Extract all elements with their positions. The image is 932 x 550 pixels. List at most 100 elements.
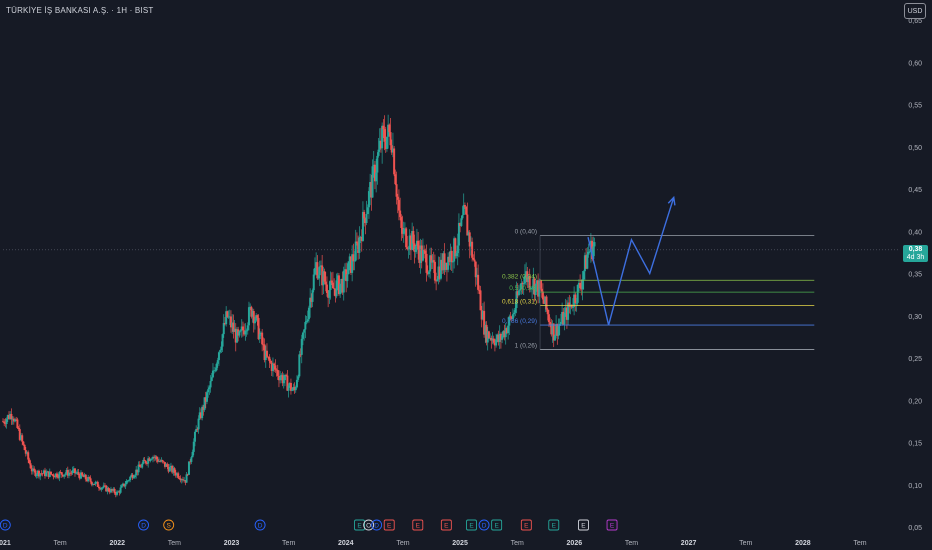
candle-body xyxy=(573,294,576,308)
candle-body xyxy=(137,464,140,473)
candle-body xyxy=(334,288,337,297)
candle-body xyxy=(259,332,262,335)
event-marker[interactable]: O xyxy=(363,519,375,531)
candle-body xyxy=(293,386,296,391)
x-tick-label: 2025 xyxy=(452,540,468,547)
event-marker[interactable]: E xyxy=(578,519,589,531)
candle-body xyxy=(319,265,322,267)
candle-body xyxy=(250,306,253,317)
event-marker-box xyxy=(412,519,424,531)
event-marker[interactable]: E xyxy=(491,519,503,531)
bar-countdown: 4d 3h xyxy=(906,254,925,261)
candle-body xyxy=(473,259,476,262)
currency-button[interactable]: USD xyxy=(904,3,926,19)
candle-body xyxy=(13,419,16,422)
candle-body xyxy=(348,256,351,262)
event-marker[interactable]: S xyxy=(163,519,175,531)
candle-body xyxy=(172,468,175,473)
candle-body xyxy=(346,274,349,282)
candle-body xyxy=(33,468,36,471)
event-marker[interactable]: D xyxy=(254,519,266,531)
event-marker-letter: E xyxy=(581,523,586,530)
candle-body xyxy=(15,419,18,421)
candle-body xyxy=(353,260,356,262)
event-marker[interactable]: D xyxy=(478,519,490,531)
candle-body xyxy=(351,254,354,273)
candle-body xyxy=(186,474,189,476)
candle-body xyxy=(541,291,544,300)
event-marker[interactable]: E xyxy=(354,519,365,531)
event-marker[interactable]: E xyxy=(383,519,395,531)
event-marker-letter: E xyxy=(524,523,529,530)
event-marker[interactable]: E xyxy=(412,519,424,531)
candle-body xyxy=(46,471,49,473)
candle-body xyxy=(409,235,412,251)
x-tick-label: Tem xyxy=(396,540,409,547)
event-marker[interactable]: E xyxy=(548,519,560,531)
event-marker[interactable]: D xyxy=(0,519,11,531)
candle-body xyxy=(118,491,121,493)
candle-body xyxy=(545,296,548,310)
candle-body xyxy=(221,334,224,347)
candle-body xyxy=(321,265,324,286)
projection-line xyxy=(587,197,675,326)
candle-body xyxy=(430,255,433,263)
candle-body xyxy=(227,316,230,318)
event-marker-letter: E xyxy=(494,523,499,530)
event-marker[interactable]: D xyxy=(371,519,383,531)
candle-body xyxy=(486,331,489,343)
candle-body xyxy=(274,365,277,370)
candle-body xyxy=(55,473,58,478)
candle-body xyxy=(339,283,342,295)
candle-body xyxy=(94,482,97,485)
event-marker-box xyxy=(383,519,395,531)
candle-body xyxy=(393,148,396,175)
candle-body xyxy=(324,281,327,285)
candle-body xyxy=(231,322,234,328)
candle-body xyxy=(150,458,153,460)
event-marker-letter: E xyxy=(444,523,449,530)
candle-body xyxy=(529,288,532,290)
candle-body xyxy=(96,481,99,487)
candle-body xyxy=(42,470,45,474)
candle-body xyxy=(205,392,208,402)
candle-body xyxy=(352,254,355,262)
candles xyxy=(2,114,900,498)
candle-body xyxy=(312,274,315,291)
event-marker[interactable]: E xyxy=(440,519,452,531)
candle-body xyxy=(347,261,350,275)
event-marker[interactable]: E xyxy=(520,519,532,531)
candle-body xyxy=(70,472,73,474)
candle-body xyxy=(533,278,536,295)
candle-body xyxy=(54,473,57,478)
candle-body xyxy=(173,468,176,473)
y-tick-label: 0,50 xyxy=(908,145,922,152)
candle-body xyxy=(229,316,232,328)
event-marker-letter: D xyxy=(482,523,487,530)
candle-body xyxy=(499,333,502,340)
event-marker[interactable]: D xyxy=(138,519,149,531)
candle-body xyxy=(287,385,290,391)
candle-body xyxy=(544,296,547,304)
event-marker-box xyxy=(466,519,477,531)
event-marker-letter: O xyxy=(366,523,371,530)
candle-body xyxy=(322,271,325,286)
event-marker[interactable]: E xyxy=(466,519,477,531)
candle-body xyxy=(197,418,200,430)
candle-body xyxy=(442,253,445,271)
candle-body xyxy=(551,323,554,335)
candle-body xyxy=(9,414,12,419)
candle-body xyxy=(165,464,168,467)
event-marker-letter: E xyxy=(387,523,392,530)
candle-body xyxy=(575,302,578,304)
candle-body xyxy=(557,326,560,336)
candle-body xyxy=(109,488,112,493)
candle-body xyxy=(174,472,177,476)
candle-body xyxy=(269,361,272,363)
candle-body xyxy=(52,474,55,477)
candle-body xyxy=(49,471,52,475)
candle-body xyxy=(114,493,117,495)
event-marker-letter: D xyxy=(141,523,146,530)
event-marker[interactable]: E xyxy=(606,519,618,531)
